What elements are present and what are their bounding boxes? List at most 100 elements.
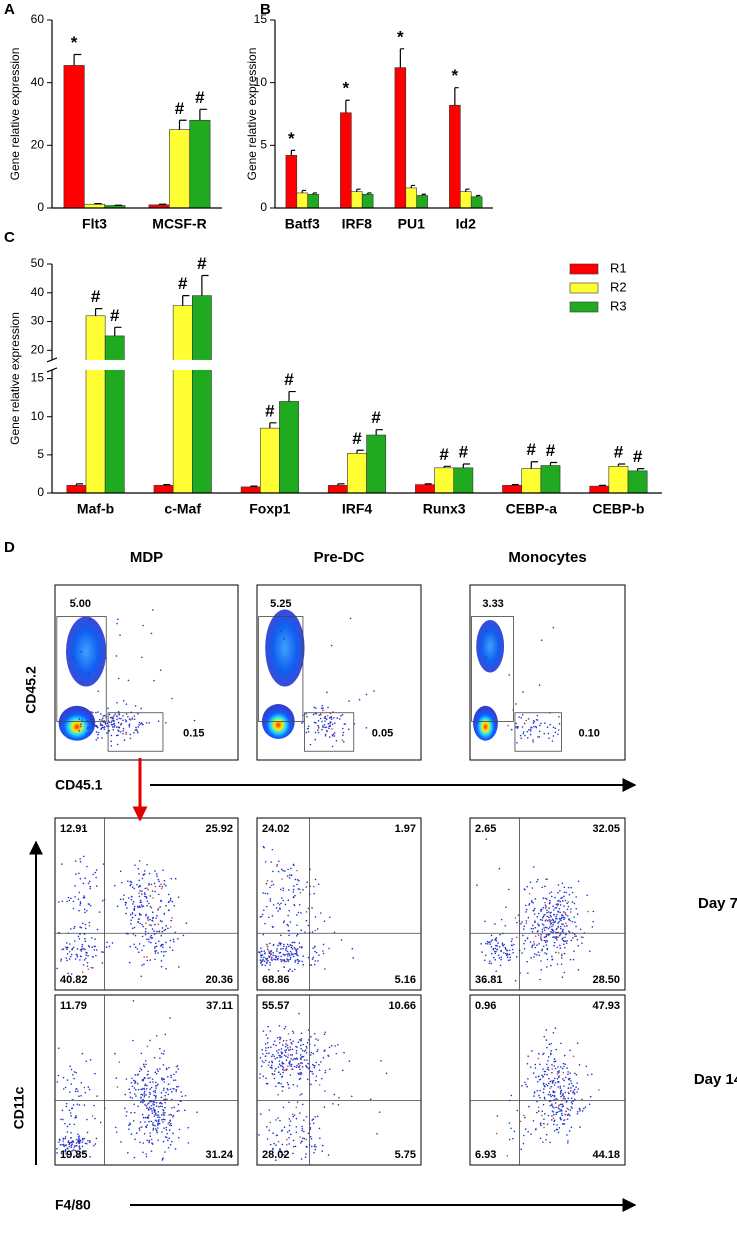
event-dot bbox=[77, 1090, 79, 1092]
event-dot bbox=[543, 927, 545, 929]
event-dot bbox=[148, 1091, 151, 1094]
event-dot bbox=[283, 1126, 286, 1129]
event-dot bbox=[156, 914, 158, 917]
event-dot bbox=[259, 1077, 261, 1079]
significance-mark: # bbox=[175, 99, 185, 118]
event-dot bbox=[281, 959, 284, 961]
event-dot bbox=[133, 943, 135, 946]
event-dot bbox=[521, 1084, 523, 1087]
bar bbox=[405, 187, 417, 209]
quadrant-percent: 19.85 bbox=[60, 1149, 88, 1161]
event-dot bbox=[258, 951, 261, 954]
event-dot bbox=[269, 886, 271, 889]
event-dot bbox=[543, 1052, 545, 1055]
event-dot bbox=[529, 881, 532, 883]
event-dot bbox=[263, 909, 265, 912]
event-dot bbox=[558, 920, 560, 923]
event-dot bbox=[290, 1063, 293, 1066]
event-dot bbox=[277, 1140, 280, 1143]
event-dot bbox=[70, 897, 72, 900]
event-dot bbox=[93, 1104, 95, 1107]
event-dot bbox=[79, 933, 81, 935]
event-dot bbox=[562, 1071, 565, 1074]
event-dot bbox=[495, 944, 497, 947]
event-dot bbox=[152, 1127, 155, 1130]
event-dot bbox=[320, 707, 323, 709]
y-tick-label: 20 bbox=[31, 138, 45, 152]
event-dot bbox=[141, 1088, 144, 1090]
event-dot bbox=[558, 1071, 560, 1074]
event-dot bbox=[79, 955, 82, 957]
event-dot bbox=[554, 731, 557, 734]
error-bar bbox=[410, 184, 416, 188]
event-dot bbox=[565, 1100, 568, 1103]
event-dot bbox=[148, 1102, 150, 1104]
event-dot bbox=[321, 704, 324, 707]
event-dot bbox=[490, 940, 492, 942]
event-dot bbox=[84, 911, 86, 914]
event-dot bbox=[113, 726, 116, 728]
event-dot bbox=[289, 944, 292, 946]
event-dot bbox=[310, 964, 313, 966]
event-dot bbox=[289, 950, 292, 953]
event-dot bbox=[95, 711, 97, 714]
event-dot bbox=[572, 1085, 574, 1087]
event-dot bbox=[516, 1109, 519, 1112]
event-dot bbox=[70, 1131, 72, 1134]
event-dot bbox=[114, 724, 116, 727]
event-dot bbox=[272, 954, 274, 957]
event-dot bbox=[291, 1048, 294, 1051]
quadrant-percent: 28.02 bbox=[262, 1149, 290, 1161]
event-dot bbox=[73, 1145, 76, 1147]
event-dot bbox=[276, 1036, 279, 1039]
event-dot bbox=[70, 1146, 73, 1149]
event-dot bbox=[540, 969, 543, 971]
event-dot bbox=[496, 1115, 499, 1117]
event-dot bbox=[292, 888, 295, 891]
event-dot bbox=[100, 713, 102, 715]
event-dot bbox=[88, 880, 91, 883]
event-dot bbox=[299, 1073, 302, 1076]
event-dot bbox=[598, 1089, 600, 1091]
column-header: Monocytes bbox=[508, 549, 586, 566]
event-dot bbox=[536, 714, 539, 717]
event-dot bbox=[318, 954, 320, 956]
event-dot bbox=[553, 941, 556, 944]
event-dot bbox=[539, 1137, 542, 1139]
event-dot bbox=[306, 715, 308, 718]
event-dot bbox=[151, 919, 153, 922]
event-dot bbox=[144, 933, 147, 936]
event-dot bbox=[545, 944, 548, 946]
event-dot bbox=[319, 713, 322, 715]
event-dot bbox=[271, 1061, 274, 1064]
event-dot bbox=[562, 1123, 565, 1125]
event-dot bbox=[151, 917, 154, 920]
event-dot bbox=[545, 933, 548, 936]
event-dot bbox=[78, 872, 80, 875]
event-dot bbox=[559, 904, 562, 906]
event-dot bbox=[540, 936, 542, 938]
event-dot bbox=[268, 1061, 270, 1063]
event-dot bbox=[83, 1137, 86, 1140]
event-dot bbox=[580, 936, 583, 938]
event-dot bbox=[270, 1055, 273, 1058]
event-dot bbox=[117, 618, 119, 621]
event-dot bbox=[486, 943, 489, 945]
event-dot bbox=[70, 928, 72, 930]
event-dot bbox=[138, 895, 141, 898]
event-dot bbox=[333, 717, 335, 719]
event-dot bbox=[297, 962, 299, 964]
significance-mark: * bbox=[452, 66, 459, 85]
event-dot bbox=[558, 917, 561, 920]
error-bar bbox=[199, 108, 208, 121]
event-dot bbox=[311, 958, 314, 960]
event-dot bbox=[73, 927, 75, 930]
event-dot bbox=[270, 1046, 272, 1048]
event-dot bbox=[566, 925, 568, 927]
event-dot bbox=[547, 1066, 549, 1069]
event-dot bbox=[585, 1065, 588, 1068]
event-dot bbox=[550, 930, 552, 933]
event-dot bbox=[541, 949, 543, 952]
event-dot bbox=[549, 1104, 552, 1107]
event-dot bbox=[148, 924, 151, 926]
